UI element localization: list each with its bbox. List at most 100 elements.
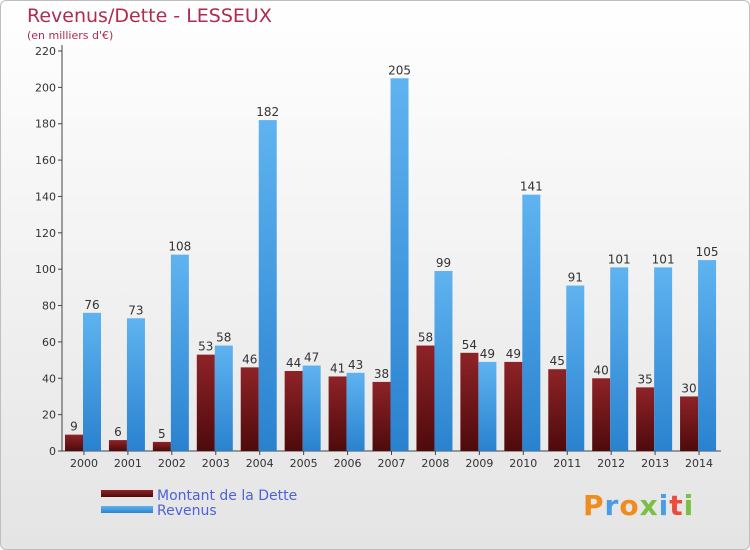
bar-revenus [126, 318, 145, 451]
y-tick-label: 40 [42, 372, 56, 385]
y-tick-label: 20 [42, 409, 56, 422]
bar-revenus [610, 267, 629, 451]
value-label-dette: 35 [637, 372, 652, 386]
value-label-revenus: 99 [436, 256, 451, 270]
bar-dette [592, 378, 611, 451]
bar-revenus [390, 78, 409, 451]
value-label-revenus: 101 [608, 252, 631, 266]
value-label-dette: 30 [681, 381, 696, 395]
bar-revenus [346, 372, 365, 451]
value-label-dette: 44 [286, 356, 301, 370]
y-tick-label: 180 [35, 118, 56, 131]
bar-dette [240, 367, 259, 451]
x-tick-label: 2000 [70, 457, 98, 470]
bar-dette [416, 345, 435, 451]
x-tick-label: 2011 [553, 457, 581, 470]
logo-letter: o [619, 489, 640, 522]
logo-letter: i [683, 489, 695, 522]
value-label-dette: 9 [70, 420, 78, 434]
value-label-dette: 53 [198, 340, 213, 354]
bar-revenus [478, 361, 497, 451]
proxiti-logo: Proxiti [583, 489, 694, 522]
bar-dette [460, 352, 479, 451]
bar-revenus [83, 312, 101, 451]
x-tick-label: 2002 [158, 457, 186, 470]
y-tick-label: 60 [42, 336, 56, 349]
x-tick-label: 2001 [114, 457, 142, 470]
legend-swatch-revenus [101, 506, 153, 513]
y-tick-label: 200 [35, 81, 56, 94]
value-label-dette: 54 [462, 338, 477, 352]
x-tick-label: 2013 [641, 457, 669, 470]
bar-dette [65, 434, 83, 451]
value-label-revenus: 108 [168, 240, 191, 254]
bar-dette [152, 441, 171, 451]
y-tick-label: 220 [35, 45, 56, 58]
bar-revenus [214, 345, 233, 451]
bar-dette [328, 376, 347, 451]
value-label-dette: 45 [550, 354, 565, 368]
bar-revenus [566, 285, 585, 451]
bar-dette [284, 371, 303, 451]
x-tick-label: 2006 [334, 457, 362, 470]
bar-revenus [654, 267, 673, 451]
value-label-revenus: 58 [216, 331, 231, 345]
chart-subtitle: (en milliers d'€) [27, 29, 114, 42]
bar-revenus [434, 271, 453, 451]
logo-letter: r [604, 489, 620, 522]
legend-label-revenus: Revenus [157, 503, 217, 519]
bar-dette [108, 440, 127, 451]
x-tick-label: 2010 [509, 457, 537, 470]
y-tick-label: 140 [35, 190, 56, 203]
value-label-revenus: 91 [568, 271, 583, 285]
bar-dette [636, 387, 655, 451]
logo-letter: x [639, 489, 659, 522]
bar-revenus [302, 365, 321, 451]
value-label-dette: 38 [374, 367, 389, 381]
x-tick-label: 2009 [465, 457, 493, 470]
value-label-dette: 58 [418, 331, 433, 345]
y-tick-label: 100 [35, 263, 56, 276]
value-label-dette: 41 [330, 361, 345, 375]
logo-letter: t [669, 489, 684, 522]
y-tick-label: 0 [49, 445, 56, 458]
x-tick-label: 2003 [202, 457, 230, 470]
value-label-revenus: 43 [348, 358, 363, 372]
x-tick-label: 2007 [378, 457, 406, 470]
value-label-revenus: 73 [128, 303, 143, 317]
logo-letter: P [583, 489, 605, 522]
value-label-revenus: 76 [84, 298, 99, 312]
value-label-revenus: 49 [480, 347, 495, 361]
value-label-dette: 46 [242, 352, 257, 366]
bar-dette [504, 361, 523, 451]
value-label-dette: 49 [506, 347, 521, 361]
bar-revenus [522, 194, 541, 452]
value-label-revenus: 101 [652, 252, 675, 266]
value-label-dette: 6 [114, 425, 122, 439]
legend-label-dette: Montant de la Dette [157, 488, 297, 504]
value-label-revenus: 47 [304, 351, 319, 365]
y-tick-label: 80 [42, 300, 56, 313]
legend-swatch-dette [101, 490, 153, 497]
value-label-dette: 5 [158, 427, 166, 441]
value-label-revenus: 105 [696, 245, 719, 259]
value-label-dette: 40 [594, 363, 609, 377]
x-tick-label: 2014 [685, 457, 713, 470]
chart-title: Revenus/Dette - LESSEUX [27, 5, 272, 27]
x-tick-label: 2005 [290, 457, 318, 470]
x-tick-label: 2012 [597, 457, 625, 470]
legend: Montant de la Dette Revenus [101, 488, 297, 519]
bar-dette [196, 354, 215, 451]
bar-revenus [170, 254, 189, 451]
bar-dette [548, 369, 567, 451]
bar-dette [372, 381, 391, 451]
value-label-revenus: 182 [256, 105, 279, 119]
x-tick-label: 2004 [246, 457, 274, 470]
logo-letter: i [658, 489, 670, 522]
bar-revenus [698, 260, 717, 451]
value-label-revenus: 141 [520, 180, 543, 194]
bar-revenus [258, 120, 277, 451]
